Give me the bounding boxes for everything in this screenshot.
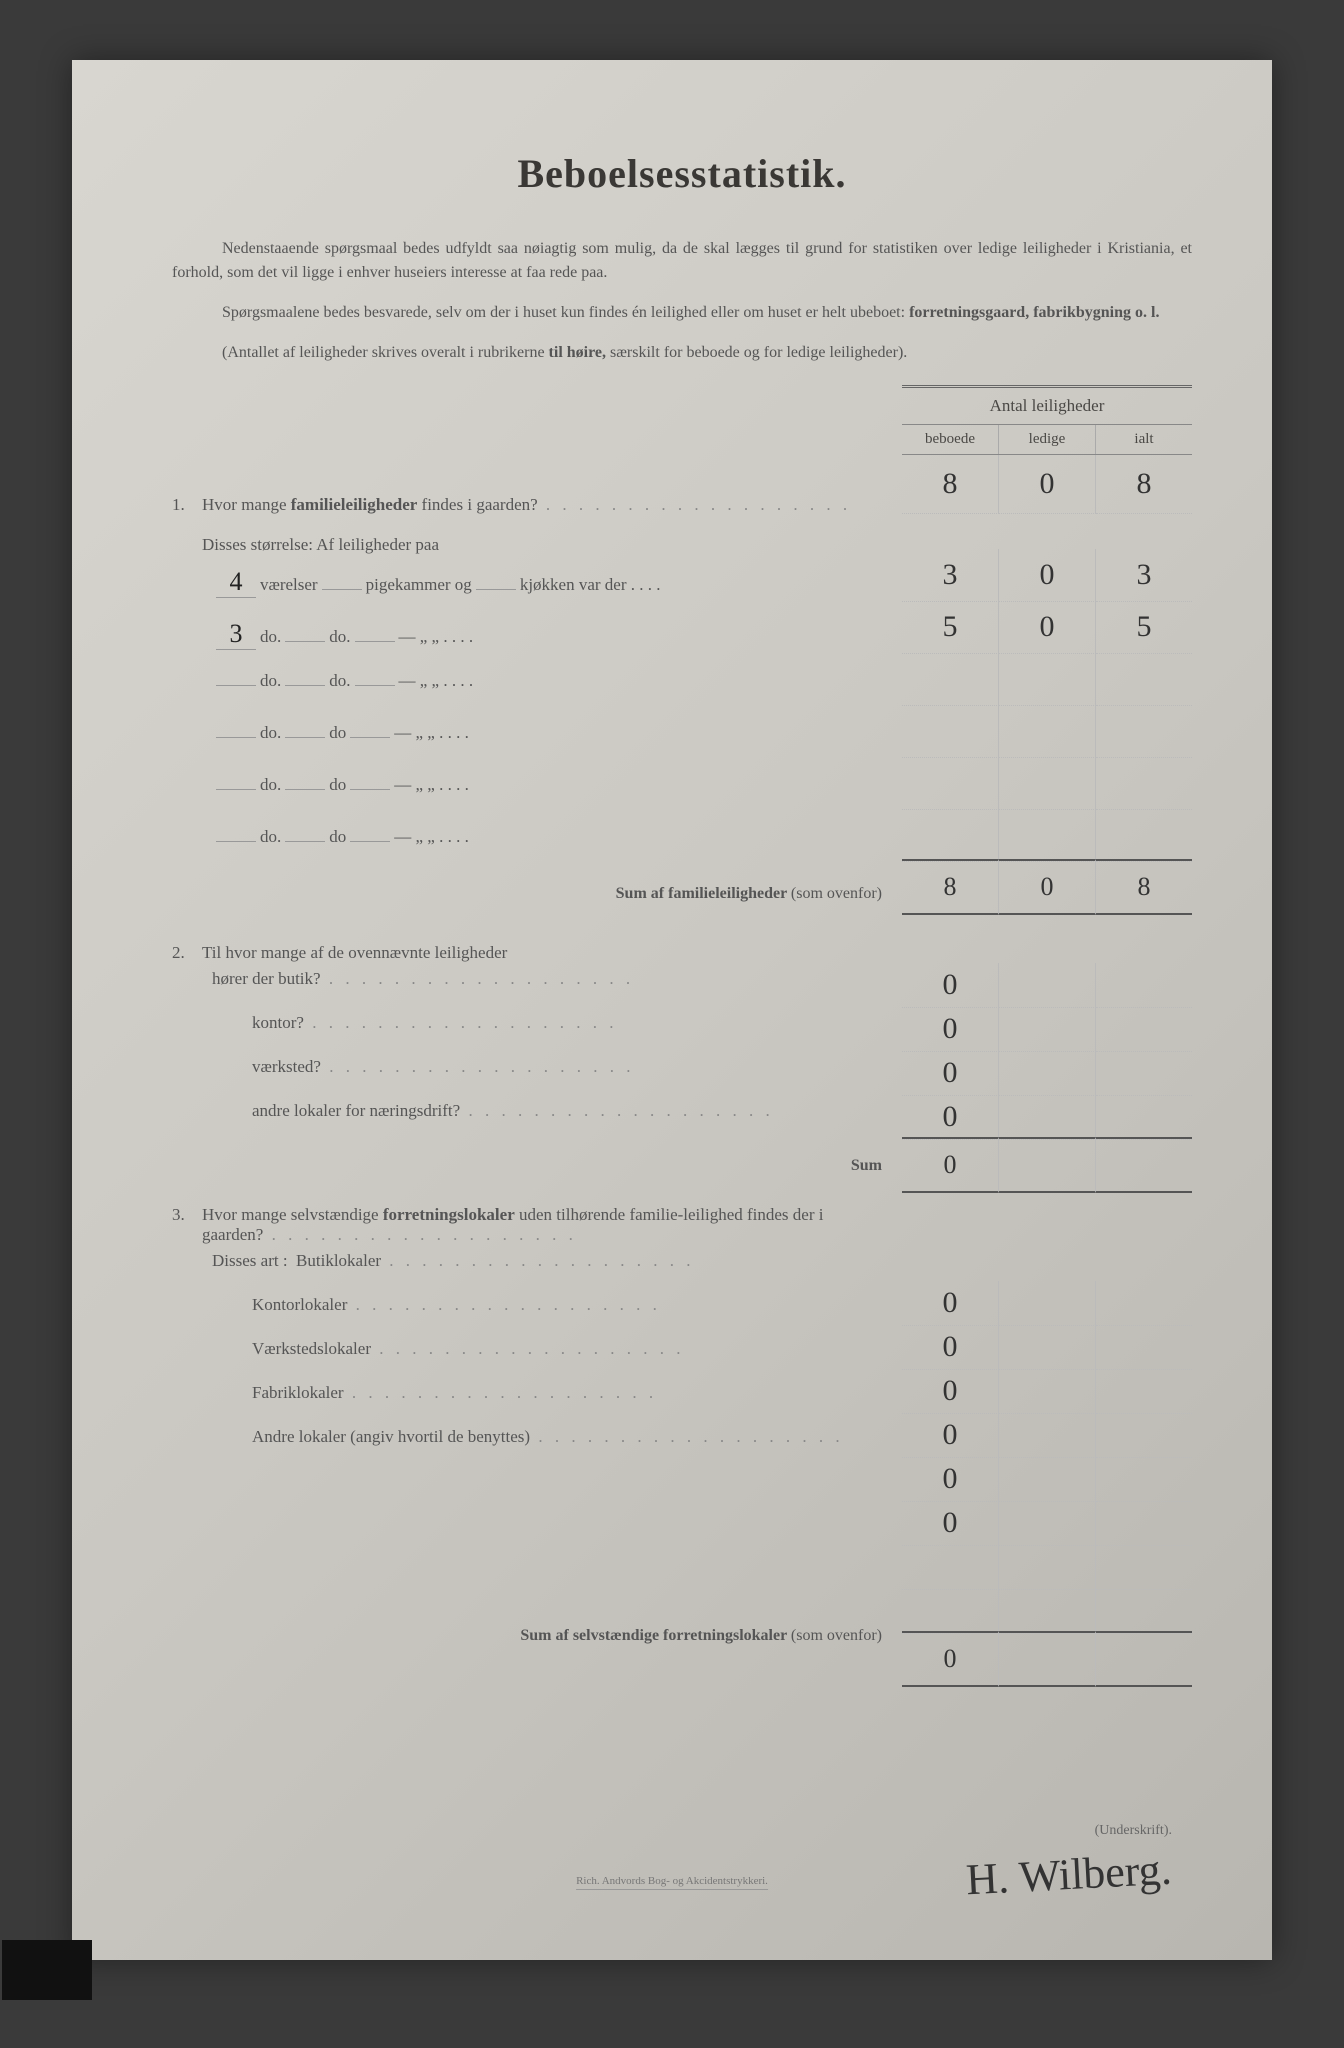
q2-line-2: 0 xyxy=(902,1051,1192,1095)
col-ledige: ledige xyxy=(999,425,1096,454)
q1-formline-2: do.do.— „ „ . . . . xyxy=(212,671,882,711)
table-header-top: Antal leiligheder xyxy=(902,388,1192,425)
col-ialt: ialt xyxy=(1096,425,1192,454)
q2-line-3: 0 xyxy=(902,1095,1192,1139)
q1-line-5 xyxy=(902,809,1192,861)
q3-line-4: 0 xyxy=(902,1457,1192,1501)
q3-sub-1: Kontorlokaler xyxy=(252,1295,882,1333)
q3-sub-4: Andre lokaler (angiv hvortil de benyttes… xyxy=(252,1427,882,1465)
q3-sub-7 xyxy=(252,1559,882,1597)
question-1: 1. Hvor mange familieleiligheder findes … xyxy=(172,495,882,555)
q3-line-6 xyxy=(902,1545,1192,1589)
q2-line-0: 0 xyxy=(902,963,1192,1007)
q3-sub-3: Fabriklokaler xyxy=(252,1383,882,1421)
col-beboede: beboede xyxy=(902,425,999,454)
q3-art: Disses art : Butiklokaler xyxy=(212,1251,882,1289)
q2-sub-1: kontor? xyxy=(252,1013,882,1051)
q1-formline-4: do.do— „ „ . . . . xyxy=(212,775,882,815)
q1-subhead: Disses størrelse: Af leiligheder paa xyxy=(202,535,882,555)
q2-sub-2: værksted? xyxy=(252,1057,882,1095)
q3-line-5: 0 xyxy=(902,1501,1192,1545)
q2-line-1: 0 xyxy=(902,1007,1192,1051)
q3-line-0: 0 xyxy=(902,1281,1192,1325)
q2-sub-0: hører der butik? xyxy=(212,969,882,1007)
q3-line-3: 0 xyxy=(902,1413,1192,1457)
q3-sum-label: Sum af selvstændige forretningslokaler (… xyxy=(172,1627,882,1645)
q1-formline-5: do.do— „ „ . . . . xyxy=(212,827,882,867)
underskrift-label: (Underskrift). xyxy=(966,1823,1172,1839)
q3-line-7 xyxy=(902,1589,1192,1633)
values-table: Antal leiligheder beboede ledige ialt 8 … xyxy=(902,385,1192,1685)
signature: H. Wilberg. xyxy=(965,1844,1173,1906)
q3-line-1: 0 xyxy=(902,1325,1192,1369)
intro-p3: (Antallet af leiligheder skrives overalt… xyxy=(172,341,1192,365)
q1-formline-0: 4værelserpigekammer ogkjøkken var der . … xyxy=(212,567,882,607)
footer: (Underskrift). H. Wilberg. xyxy=(966,1823,1172,1900)
q1-formline-1: 3do.do.— „ „ . . . . xyxy=(212,619,882,659)
film-edge-artifact xyxy=(2,1940,92,2000)
q1-line-3 xyxy=(902,705,1192,757)
q1-sum-label: Sum af familieleiligheder (som ovenfor) xyxy=(172,885,882,903)
q1-line-4 xyxy=(902,757,1192,809)
page-title: Beboelsesstatistik. xyxy=(172,150,1192,197)
q2-sub-3: andre lokaler for næringsdrift? xyxy=(252,1101,882,1139)
q1-line-1: 505 xyxy=(902,601,1192,653)
q1-formline-3: do.do— „ „ . . . . xyxy=(212,723,882,763)
intro-p2: Spørgsmaalene bedes besvarede, selv om d… xyxy=(172,301,1192,325)
intro-p1: Nedenstaaende spørgsmaal bedes udfyldt s… xyxy=(172,237,1192,285)
q1-row: 8 0 8 xyxy=(902,455,1192,513)
q3-sub-2: Værkstedslokaler xyxy=(252,1339,882,1377)
q3-line-2: 0 xyxy=(902,1369,1192,1413)
q1-line-0: 303 xyxy=(902,549,1192,601)
q2-sum-row: 0 xyxy=(902,1139,1192,1191)
question-3: 3. Hvor mange selvstændige forretningslo… xyxy=(172,1205,882,1245)
q1-line-2 xyxy=(902,653,1192,705)
question-2: 2. Til hvor mange af de ovennævnte leili… xyxy=(172,943,882,963)
scanned-form-page: Beboelsesstatistik. Nedenstaaende spørgs… xyxy=(72,60,1272,1960)
q2-sum-label: Sum xyxy=(172,1157,882,1175)
q1-sum-row: 808 xyxy=(902,861,1192,913)
q3-sub-5 xyxy=(252,1471,882,1509)
printer-credit: Rich. Andvords Bog- og Akcidentstrykkeri… xyxy=(576,1875,768,1890)
q3-sub-6 xyxy=(252,1515,882,1553)
q3-sum-row: 0 xyxy=(902,1633,1192,1685)
